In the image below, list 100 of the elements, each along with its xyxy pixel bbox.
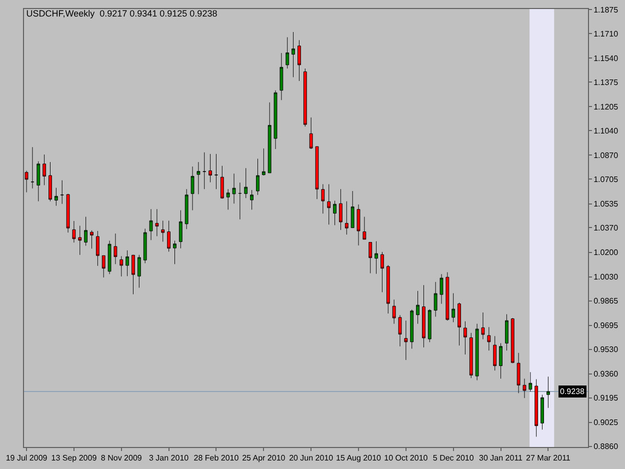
candlestick	[292, 32, 295, 78]
candlestick	[422, 284, 426, 348]
candlestick	[72, 220, 76, 243]
candlestick	[464, 321, 467, 355]
y-tick-label: 0.9025	[594, 418, 619, 428]
y-tick-label: 1.0030	[594, 272, 619, 282]
candlestick	[315, 146, 319, 200]
x-tick-label: 25 Apr 2010	[242, 454, 286, 463]
ref-line-label: 0.9238	[560, 387, 586, 396]
candlestick	[143, 228, 147, 264]
candlestick	[368, 242, 372, 274]
y-tick-label: 0.9195	[594, 394, 619, 403]
x-tick-label: 15 Aug 2010	[336, 454, 382, 463]
candlestick	[309, 117, 313, 150]
candlestick	[149, 208, 153, 240]
candlestick	[208, 154, 212, 183]
candlestick	[540, 394, 544, 430]
candlestick	[374, 241, 378, 274]
candlestick	[84, 216, 88, 246]
y-tick-label: 1.0200	[594, 248, 619, 258]
candlestick	[274, 90, 278, 150]
candlestick	[262, 148, 266, 176]
candlestick	[458, 302, 461, 346]
candlestick	[452, 292, 456, 322]
candlestick	[190, 166, 194, 211]
y-tick-label: 1.1375	[594, 78, 619, 87]
y-tick-label: 1.1205	[594, 102, 619, 112]
y-tick-label: 1.1040	[594, 126, 619, 136]
candlestick	[321, 184, 325, 214]
candlestick	[90, 230, 94, 249]
candlestick	[410, 309, 414, 349]
candlestick	[303, 68, 307, 127]
candlestick	[380, 252, 384, 292]
candlestick	[469, 332, 473, 378]
candlestick	[398, 314, 402, 347]
candlestick	[48, 162, 52, 202]
chart-title: USDCHF,Weekly 0.9217 0.9341 0.9125 0.9238	[26, 8, 218, 19]
candlestick	[226, 188, 230, 210]
candlestick	[96, 230, 100, 266]
y-tick-label: 1.0370	[594, 223, 619, 232]
x-tick-label: 13 Sep 2009	[51, 454, 98, 463]
candlestick	[196, 162, 200, 194]
candlestick	[24, 170, 28, 193]
candlestick	[173, 240, 176, 264]
candlestick	[220, 166, 224, 199]
candlestick	[356, 204, 360, 246]
candlestick	[155, 208, 159, 236]
candlestick	[298, 40, 301, 82]
candlestick	[481, 312, 485, 340]
candlestick	[178, 210, 182, 249]
y-tick-label: 1.1540	[594, 54, 619, 64]
candlestick	[36, 161, 40, 202]
candlestick	[339, 188, 342, 230]
candlestick	[333, 200, 336, 226]
candlestick	[60, 180, 64, 204]
candlestick	[238, 182, 242, 220]
candlestick	[516, 352, 520, 394]
y-tick-label: 1.0870	[594, 151, 619, 160]
x-tick-label: 20 Jun 2010	[289, 454, 334, 463]
candlestick	[30, 146, 34, 189]
x-tick-label: 28 Feb 2010	[194, 454, 240, 463]
candlestick	[232, 173, 236, 204]
candlestick	[161, 220, 165, 242]
candlestick	[66, 194, 70, 233]
y-tick-label: 1.0705	[594, 174, 619, 184]
candlestick	[214, 154, 218, 190]
candlestick	[268, 102, 272, 174]
candlestick	[42, 154, 46, 186]
x-tick-label: 8 Nov 2009	[100, 454, 142, 463]
candlestick	[137, 254, 141, 288]
x-tick-label: 30 Jan 2011	[479, 454, 524, 463]
candlestick	[499, 342, 502, 379]
y-tick-label: 0.9530	[594, 345, 619, 354]
candlestick	[434, 282, 438, 317]
candlestick	[120, 256, 124, 277]
candlestick	[202, 152, 206, 190]
candlestick	[386, 264, 390, 314]
x-tick-label: 10 Oct 2010	[384, 454, 428, 463]
candlestick	[184, 188, 188, 230]
candlestick	[416, 290, 420, 324]
candlestick	[256, 158, 260, 196]
x-tick-label: 5 Dec 2010	[432, 454, 474, 463]
x-tick-label: 27 Mar 2011	[526, 454, 571, 463]
candlestick	[475, 324, 479, 380]
candlestick	[244, 168, 248, 198]
candlestick	[108, 240, 112, 274]
candlestick	[522, 378, 526, 398]
y-tick-label: 0.8860	[594, 442, 619, 452]
candlestick	[102, 255, 106, 278]
candlestick	[286, 36, 290, 69]
y-tick-label: 1.1875	[594, 6, 619, 15]
candlestick	[78, 226, 82, 256]
candlestick	[54, 188, 58, 206]
candlestick	[528, 372, 532, 392]
candlestick	[392, 299, 396, 324]
candlestick	[280, 52, 284, 100]
y-tick-label: 1.0535	[594, 200, 619, 209]
candlestick	[440, 274, 444, 304]
candlestick	[493, 336, 497, 371]
candlestick	[327, 184, 331, 225]
